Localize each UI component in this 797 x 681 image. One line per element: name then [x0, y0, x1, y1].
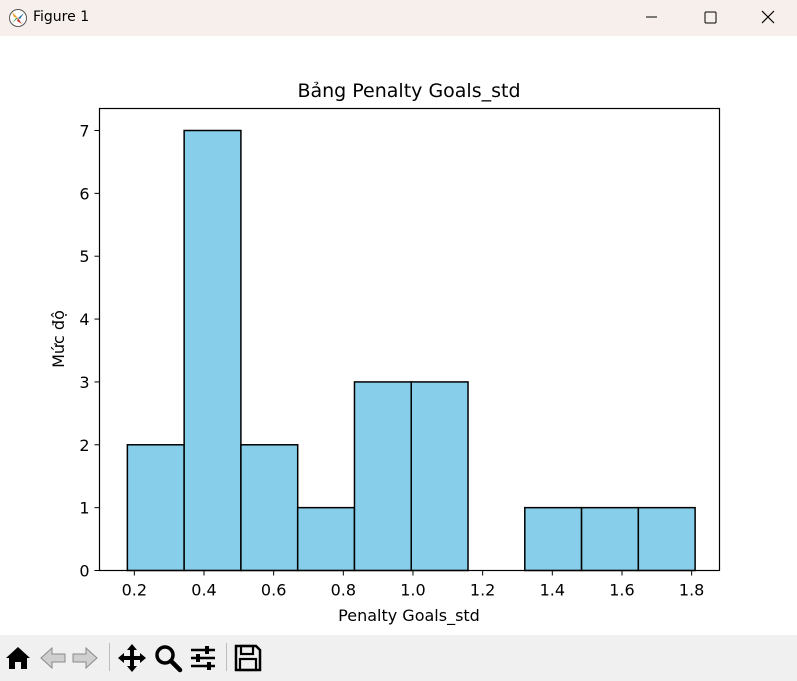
pan-move-icon: [118, 644, 146, 672]
x-tick-label: 1.0: [400, 581, 425, 600]
histogram-bar: [183, 129, 242, 572]
close-icon: [761, 10, 775, 24]
y-tick-label: 3: [79, 373, 89, 392]
maximize-button[interactable]: [682, 0, 738, 36]
zoom-magnifier-icon: [155, 645, 183, 673]
axes-frame: [98, 107, 721, 572]
y-axis-ticks: 0 1 2 3 4 5 6 7: [79, 122, 100, 581]
toolbar-separator: [226, 643, 227, 671]
configure-subplots-button[interactable]: [188, 643, 218, 673]
configure-subplots-icon: [191, 646, 215, 670]
pan-button[interactable]: [117, 643, 147, 673]
y-tick-label: 2: [79, 436, 89, 455]
x-axis-label: Penalty Goals_std: [338, 606, 480, 626]
forward-button[interactable]: [70, 643, 100, 673]
y-tick-label: 1: [79, 499, 89, 518]
minimize-icon: [646, 16, 657, 18]
home-icon: [6, 647, 30, 669]
back-button[interactable]: [38, 643, 68, 673]
save-floppy-icon: [234, 644, 262, 672]
y-tick-label: 4: [79, 310, 89, 329]
y-tick-label: 5: [79, 247, 89, 266]
x-axis-ticks: 0.2 0.4 0.6 0.8 1.0 1.2 1.4 1.6 1.8: [122, 570, 704, 600]
x-tick-label: 1.2: [470, 581, 495, 600]
x-tick-label: 0.8: [331, 581, 356, 600]
toolbar-separator: [109, 643, 110, 671]
x-tick-label: 1.8: [679, 581, 704, 600]
window-titlebar: Figure 1: [0, 0, 797, 36]
x-tick-label: 1.4: [540, 581, 565, 600]
y-tick-label: 6: [79, 184, 89, 203]
histogram-bar: [353, 381, 412, 572]
histogram-bar: [126, 444, 185, 572]
histogram-bar: [524, 506, 583, 572]
histogram-bar: [410, 381, 469, 572]
bars-group: [126, 129, 696, 572]
histogram-bar: [637, 506, 696, 572]
histogram-bar: [240, 444, 299, 572]
x-tick-label: 0.2: [122, 581, 147, 600]
back-arrow-icon: [40, 646, 66, 670]
chart-title: Bảng Penalty Goals_std: [297, 80, 520, 102]
minimize-button[interactable]: [624, 0, 680, 36]
matplotlib-app-icon: [8, 8, 28, 28]
x-tick-label: 1.6: [609, 581, 634, 600]
zoom-button[interactable]: [153, 643, 183, 673]
y-axis-label: Mức độ: [49, 310, 68, 368]
home-button[interactable]: [3, 643, 33, 673]
close-button[interactable]: [740, 0, 796, 36]
maximize-icon: [704, 11, 717, 24]
window-title: Figure 1: [33, 9, 90, 25]
histogram-chart: Bảng Penalty Goals_std 0.2 0.4 0.6 0.8 1.0 1.…: [49, 80, 721, 626]
histogram-bar: [580, 506, 640, 572]
y-tick-label: 0: [79, 562, 89, 581]
x-tick-label: 0.6: [261, 581, 286, 600]
y-tick-label: 7: [79, 122, 89, 141]
figure-canvas[interactable]: Bảng Penalty Goals_std 0.2 0.4 0.6 0.8 1.0 1.…: [0, 36, 797, 635]
navigation-toolbar: [0, 635, 797, 681]
forward-arrow-icon: [72, 646, 98, 670]
save-button[interactable]: [233, 643, 263, 673]
histogram-bar: [296, 506, 356, 572]
x-tick-label: 0.4: [191, 581, 216, 600]
